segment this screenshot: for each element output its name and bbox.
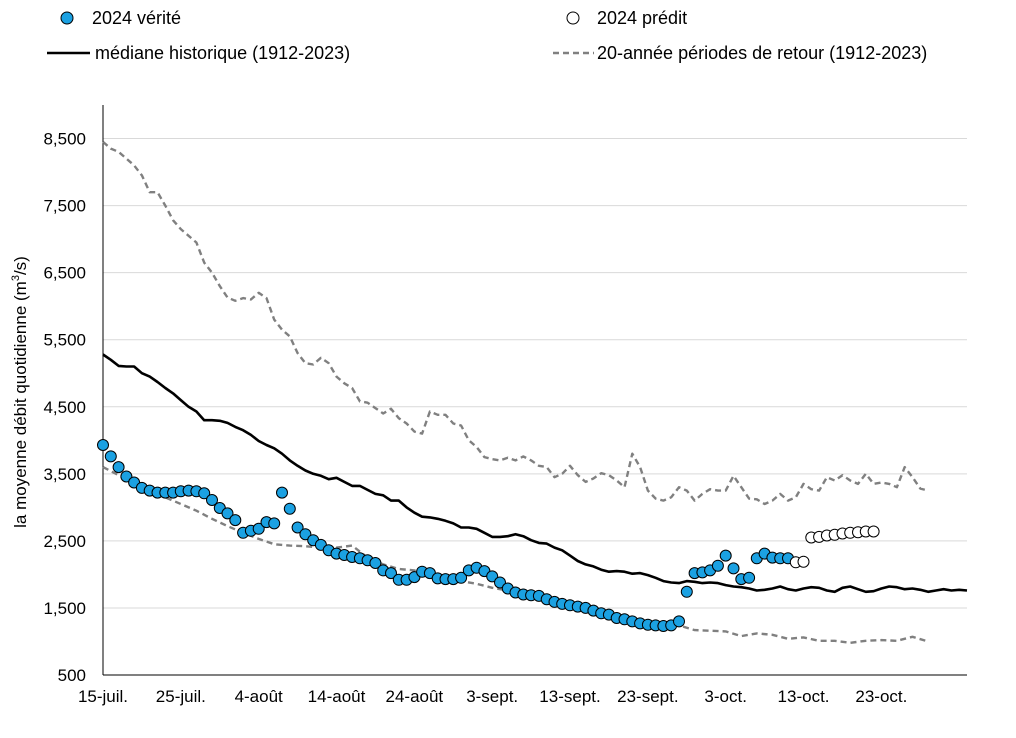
observed-point	[206, 494, 218, 506]
gridlines	[103, 138, 967, 609]
x-tick-label: 13-oct.	[778, 687, 830, 706]
observed-point	[104, 450, 117, 463]
observed-point	[221, 507, 234, 520]
y-tick-label: 7,500	[43, 197, 86, 216]
x-tick-labels: 15-juil. 25-juil. 4-août 14-août 24-août 3-se…	[78, 687, 907, 706]
predicted-point	[797, 555, 810, 568]
observed-point	[112, 461, 125, 474]
y-tick-label: 5,500	[43, 331, 86, 350]
median-line	[102, 353, 968, 594]
y-axis-title: la moyenne débit quotidienne (m3/s)	[10, 256, 30, 528]
legend-predicted-label: 2024 prédit	[597, 8, 687, 28]
legend-predicted-marker	[566, 11, 580, 25]
observed-point	[673, 615, 685, 628]
observed-point	[369, 557, 382, 569]
observed-point	[229, 514, 242, 527]
observed-point	[719, 549, 732, 562]
x-tick-label: 15-juil.	[78, 687, 128, 706]
observed-point	[486, 570, 499, 583]
y-tick-labels: 500 1,500 2,500 3,500 4,500 5,500 6,500 7,500 8,…	[43, 130, 86, 685]
observed-point	[97, 439, 109, 451]
observed-point	[743, 571, 756, 584]
legend: 2024 vérité 2024 prédit médiane historiq…	[47, 8, 927, 63]
return-period-line	[102, 140, 929, 506]
return-period-line	[102, 466, 929, 644]
observed-point	[291, 521, 304, 534]
observed-point	[494, 576, 506, 589]
x-tick-label: 24-août	[386, 687, 444, 706]
observed-point	[198, 487, 211, 500]
observed-point	[252, 522, 265, 535]
y-tick-label: 2,500	[43, 532, 86, 551]
x-tick-label: 23-oct.	[855, 687, 907, 706]
y-tick-label: 500	[58, 666, 86, 685]
predicted-point	[867, 525, 880, 538]
x-tick-label: 14-août	[308, 687, 366, 706]
legend-observed-label: 2024 vérité	[92, 8, 181, 28]
axes	[102, 105, 967, 676]
y-axis-title-superscript: 3	[10, 275, 22, 281]
x-tick-label: 25-juil.	[156, 687, 206, 706]
y-tick-label: 4,500	[43, 398, 86, 417]
legend-median-label: médiane historique (1912-2023)	[95, 43, 350, 63]
x-tick-label: 13-sept.	[539, 687, 600, 706]
x-tick-label: 4-août	[235, 687, 283, 706]
observed-point	[283, 502, 296, 515]
legend-return-period-label: 20-année périodes de retour (1912-2023)	[597, 43, 927, 63]
y-axis-title-main: la moyenne débit quotidienne (m	[11, 281, 30, 528]
x-tick-label: 23-sept.	[617, 687, 678, 706]
observed-point	[299, 528, 312, 541]
markers	[97, 439, 880, 632]
observed-point	[727, 562, 740, 575]
observed-point	[268, 517, 281, 530]
observed-point	[711, 559, 724, 572]
x-tick-label: 3-sept.	[466, 687, 518, 706]
y-tick-label: 3,500	[43, 465, 86, 484]
y-tick-label: 1,500	[43, 599, 86, 618]
x-tick-label: 3-oct.	[704, 687, 747, 706]
observed-point	[455, 571, 468, 584]
observed-point	[680, 585, 693, 598]
observed-point	[276, 486, 288, 499]
y-axis-title-end: /s)	[11, 256, 30, 275]
observed-point	[385, 567, 397, 580]
series	[102, 140, 968, 644]
y-tick-label: 8,500	[43, 130, 86, 149]
legend-observed-marker	[60, 11, 74, 25]
y-tick-label: 6,500	[43, 264, 86, 283]
